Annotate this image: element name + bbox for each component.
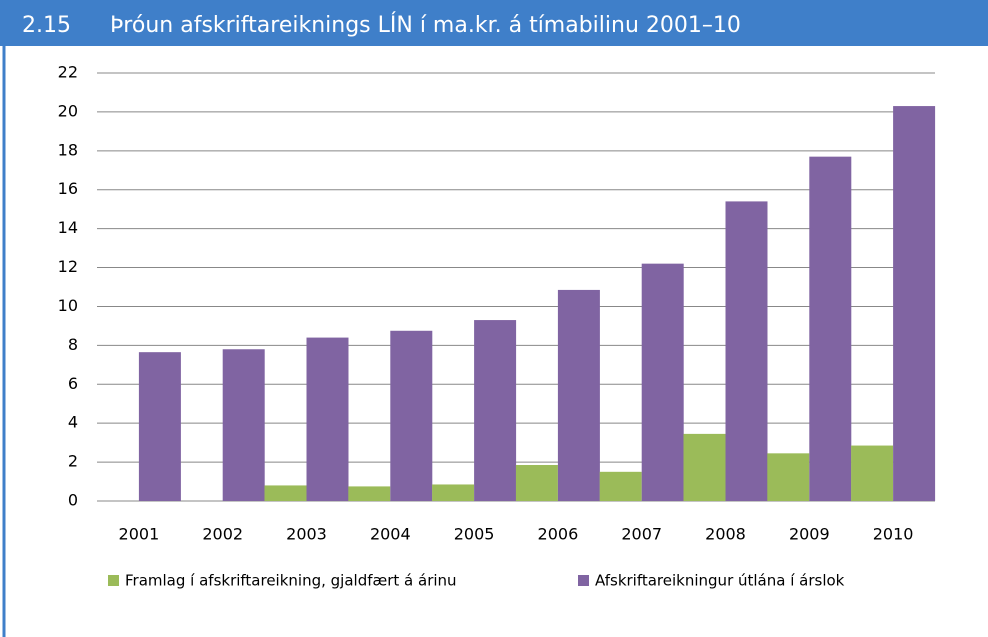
x-tick-label: 2004	[370, 525, 411, 544]
y-tick-label: 22	[58, 63, 78, 82]
bar	[851, 445, 894, 501]
bar	[348, 486, 391, 501]
y-tick-label: 18	[58, 140, 78, 159]
x-tick-label: 2003	[286, 525, 327, 544]
bar	[725, 201, 768, 501]
x-tick-label: 2005	[454, 525, 495, 544]
bar	[306, 337, 349, 501]
y-tick-label: 0	[68, 491, 78, 510]
bar	[683, 433, 726, 501]
bar	[222, 349, 265, 501]
y-tick-label: 14	[58, 218, 78, 237]
legend-label: Framlag í afskriftareikning, gjaldfært á…	[125, 572, 457, 590]
y-tick-label: 10	[58, 296, 78, 315]
bar	[893, 106, 936, 501]
bar	[474, 320, 517, 501]
x-tick-label: 2002	[202, 525, 243, 544]
bar	[557, 289, 600, 501]
bar	[390, 330, 433, 501]
x-tick-label: 2006	[538, 525, 579, 544]
y-tick-label: 8	[68, 335, 78, 354]
bar	[515, 465, 558, 501]
y-tick-label: 6	[68, 374, 78, 393]
legend-swatch	[108, 575, 119, 586]
y-tick-label: 20	[58, 101, 78, 120]
bar	[641, 263, 684, 501]
bar	[432, 484, 475, 501]
y-tick-label: 16	[58, 179, 78, 198]
x-tick-label: 2007	[621, 525, 662, 544]
bar	[767, 453, 810, 501]
header-bar	[0, 0, 988, 46]
legend-swatch	[578, 575, 589, 586]
bar	[264, 485, 307, 501]
y-tick-label: 4	[68, 413, 78, 432]
chart-title: Þróun afskriftareiknings LÍN í ma.kr. á …	[110, 12, 741, 38]
bar	[809, 156, 852, 501]
bar	[599, 471, 642, 501]
x-tick-label: 2009	[789, 525, 830, 544]
legend-label: Afskriftareikningur útlána í árslok	[595, 572, 845, 590]
x-tick-label: 2010	[873, 525, 914, 544]
y-tick-label: 12	[58, 257, 78, 276]
y-tick-label: 2	[68, 452, 78, 471]
x-tick-label: 2008	[705, 525, 746, 544]
chart-number: 2.15	[22, 13, 71, 38]
bar	[138, 352, 181, 501]
x-tick-label: 2001	[119, 525, 160, 544]
